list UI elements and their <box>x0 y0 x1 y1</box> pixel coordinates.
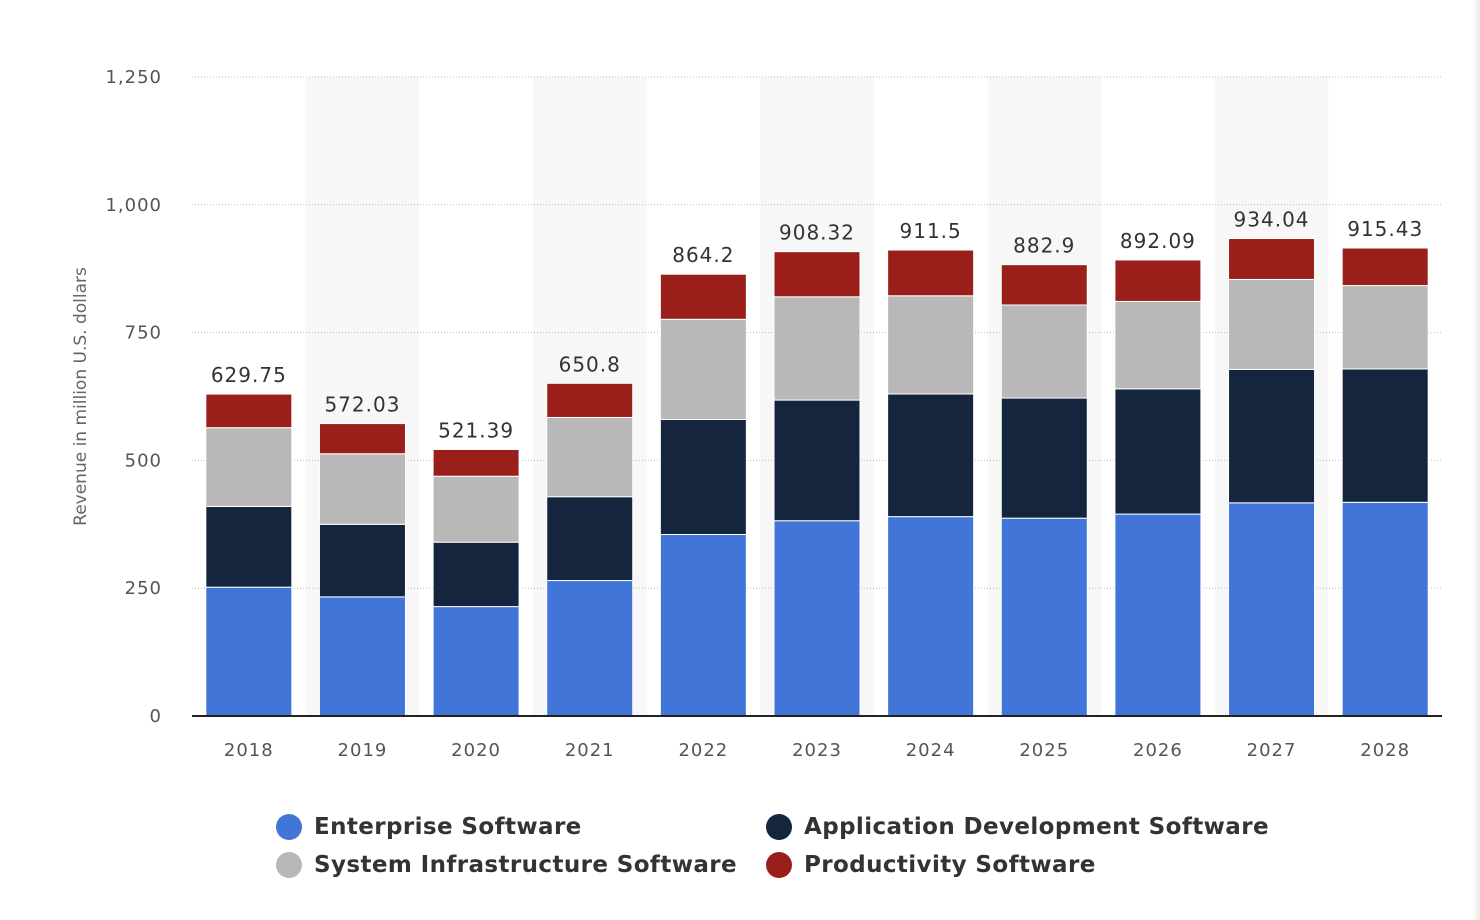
total-label-2022: 864.2 <box>672 243 734 267</box>
legend-marker-productivity-software <box>766 852 792 878</box>
y-tick-label-500: 500 <box>125 450 162 471</box>
bar-2025-application-development-software[interactable] <box>1000 397 1088 519</box>
bar-2025-system-infrastructure-software[interactable] <box>1000 304 1088 399</box>
bar-2018-enterprise-software[interactable] <box>205 586 293 717</box>
y-tick-label-1000: 1,000 <box>105 195 162 216</box>
bar-2018-productivity-software[interactable] <box>205 393 293 429</box>
total-label-2023: 908.32 <box>779 221 855 245</box>
x-tick-label-2021: 2021 <box>565 740 615 761</box>
bar-2021-productivity-software[interactable] <box>546 382 634 418</box>
x-tick-label-2028: 2028 <box>1360 740 1410 761</box>
legend-label-application-development-software: Application Development Software <box>804 814 1269 840</box>
bar-2022-application-development-software[interactable] <box>659 419 747 536</box>
x-tick-label-2025: 2025 <box>1019 740 1069 761</box>
x-tick-label-2019: 2019 <box>338 740 388 761</box>
bar-2027-system-infrastructure-software[interactable] <box>1228 278 1316 370</box>
bar-2023-system-infrastructure-software[interactable] <box>773 296 861 401</box>
bar-2023-application-development-software[interactable] <box>773 399 861 522</box>
bar-2028-application-development-software[interactable] <box>1341 368 1429 503</box>
legend-marker-enterprise-software <box>276 814 302 840</box>
legend-item-system-infrastructure-software[interactable]: System Infrastructure Software <box>276 852 737 878</box>
bar-2024-productivity-software[interactable] <box>887 249 975 297</box>
total-label-2020: 521.39 <box>438 418 514 442</box>
legend-marker-application-development-software <box>766 814 792 840</box>
bar-2019-productivity-software[interactable] <box>318 423 406 455</box>
x-tick-label-2027: 2027 <box>1247 740 1297 761</box>
bar-2026-application-development-software[interactable] <box>1114 388 1202 515</box>
bar-2022-enterprise-software[interactable] <box>659 534 747 717</box>
bar-2019-enterprise-software[interactable] <box>318 596 406 717</box>
bar-2021-system-infrastructure-software[interactable] <box>546 416 634 498</box>
total-label-2018: 629.75 <box>211 363 287 387</box>
total-label-2027: 934.04 <box>1234 208 1310 232</box>
bar-2021-enterprise-software[interactable] <box>546 580 634 717</box>
x-tick-label-2024: 2024 <box>906 740 956 761</box>
legend-label-system-infrastructure-software: System Infrastructure Software <box>314 852 738 878</box>
legend-item-productivity-software[interactable]: Productivity Software <box>766 852 1096 878</box>
total-label-2026: 892.09 <box>1120 229 1196 253</box>
legend-item-enterprise-software[interactable]: Enterprise Software <box>276 814 582 840</box>
legend: Enterprise Software Application Developm… <box>276 810 1276 890</box>
bar-2027-application-development-software[interactable] <box>1228 368 1316 504</box>
bar-2020-enterprise-software[interactable] <box>432 606 520 717</box>
bar-2024-enterprise-software[interactable] <box>887 516 975 717</box>
legend-label-productivity-software: Productivity Software <box>804 852 1096 878</box>
total-label-2024: 911.5 <box>900 219 962 243</box>
bar-2027-productivity-software[interactable] <box>1228 238 1316 280</box>
bar-2020-productivity-software[interactable] <box>432 448 520 477</box>
legend-marker-system-infrastructure-software <box>276 852 302 878</box>
y-tick-label-250: 250 <box>125 578 162 599</box>
legend-item-application-development-software[interactable]: Application Development Software <box>766 814 1269 840</box>
bar-2023-enterprise-software[interactable] <box>773 520 861 717</box>
bar-2028-productivity-software[interactable] <box>1341 247 1429 287</box>
legend-label-enterprise-software: Enterprise Software <box>314 814 582 840</box>
x-tick-label-2026: 2026 <box>1133 740 1183 761</box>
x-tick-label-2022: 2022 <box>678 740 728 761</box>
bar-2021-application-development-software[interactable] <box>546 496 634 582</box>
y-axis-label: Revenue in million U.S. dollars <box>71 267 91 526</box>
y-tick-label-1250: 1,250 <box>105 67 162 88</box>
total-label-2021: 650.8 <box>559 352 621 376</box>
total-label-2025: 882.9 <box>1013 234 1075 258</box>
bar-2024-system-infrastructure-software[interactable] <box>887 295 975 395</box>
x-tick-label-2020: 2020 <box>451 740 501 761</box>
x-tick-label-2018: 2018 <box>224 740 274 761</box>
bar-2025-enterprise-software[interactable] <box>1000 517 1088 717</box>
y-tick-label-750: 750 <box>125 323 162 344</box>
bar-2022-productivity-software[interactable] <box>659 273 747 320</box>
bar-2025-productivity-software[interactable] <box>1000 264 1088 306</box>
total-label-2019: 572.03 <box>324 393 400 417</box>
bar-2026-productivity-software[interactable] <box>1114 259 1202 302</box>
page-edge-shadow <box>1472 0 1480 920</box>
total-label-2028: 915.43 <box>1347 217 1423 241</box>
bar-2027-enterprise-software[interactable] <box>1228 502 1316 717</box>
bar-2023-productivity-software[interactable] <box>773 251 861 298</box>
bar-2018-system-infrastructure-software[interactable] <box>205 427 293 507</box>
bar-2028-system-infrastructure-software[interactable] <box>1341 285 1429 370</box>
bar-2020-application-development-software[interactable] <box>432 541 520 608</box>
bar-2020-system-infrastructure-software[interactable] <box>432 475 520 543</box>
bar-2019-application-development-software[interactable] <box>318 523 406 598</box>
bar-2028-enterprise-software[interactable] <box>1341 501 1429 717</box>
bar-2018-application-development-software[interactable] <box>205 505 293 588</box>
bar-2026-enterprise-software[interactable] <box>1114 513 1202 717</box>
bar-2026-system-infrastructure-software[interactable] <box>1114 300 1202 390</box>
x-tick-label-2023: 2023 <box>792 740 842 761</box>
bar-2022-system-infrastructure-software[interactable] <box>659 318 747 421</box>
bar-2019-system-infrastructure-software[interactable] <box>318 453 406 525</box>
bar-2024-application-development-software[interactable] <box>887 393 975 518</box>
y-tick-label-0: 0 <box>150 706 162 727</box>
